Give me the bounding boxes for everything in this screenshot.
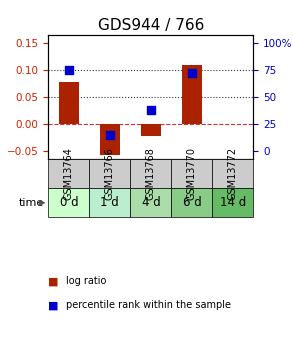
Bar <box>212 188 253 217</box>
Text: ■: ■ <box>48 276 59 286</box>
Text: 6 d: 6 d <box>183 196 201 209</box>
Point <box>108 132 112 138</box>
Text: 1 d: 1 d <box>100 196 119 209</box>
Bar <box>212 159 253 188</box>
Bar <box>130 188 171 217</box>
Point <box>67 67 71 72</box>
Bar <box>89 188 130 217</box>
Text: time: time <box>19 198 44 208</box>
Text: 4 d: 4 d <box>142 196 160 209</box>
Text: 0 d: 0 d <box>59 196 78 209</box>
Title: GDS944 / 766: GDS944 / 766 <box>98 18 204 33</box>
Text: log ratio: log ratio <box>66 276 106 286</box>
Bar <box>171 159 212 188</box>
Bar <box>171 188 212 217</box>
Bar <box>141 124 161 136</box>
Text: percentile rank within the sample: percentile rank within the sample <box>66 300 231 310</box>
Bar <box>48 159 89 188</box>
Bar <box>130 159 171 188</box>
Text: ■: ■ <box>48 300 59 310</box>
Text: GSM13768: GSM13768 <box>146 147 156 200</box>
Text: 14 d: 14 d <box>220 196 246 209</box>
Bar <box>89 159 130 188</box>
Bar <box>182 66 202 124</box>
Text: GSM13772: GSM13772 <box>228 147 238 200</box>
Text: GSM13766: GSM13766 <box>105 147 115 200</box>
Point <box>149 107 153 112</box>
Text: GSM13764: GSM13764 <box>64 147 74 200</box>
Point <box>190 70 194 76</box>
Bar <box>59 82 79 124</box>
Bar <box>48 188 89 217</box>
Text: GSM13770: GSM13770 <box>187 147 197 200</box>
Bar <box>100 124 120 155</box>
